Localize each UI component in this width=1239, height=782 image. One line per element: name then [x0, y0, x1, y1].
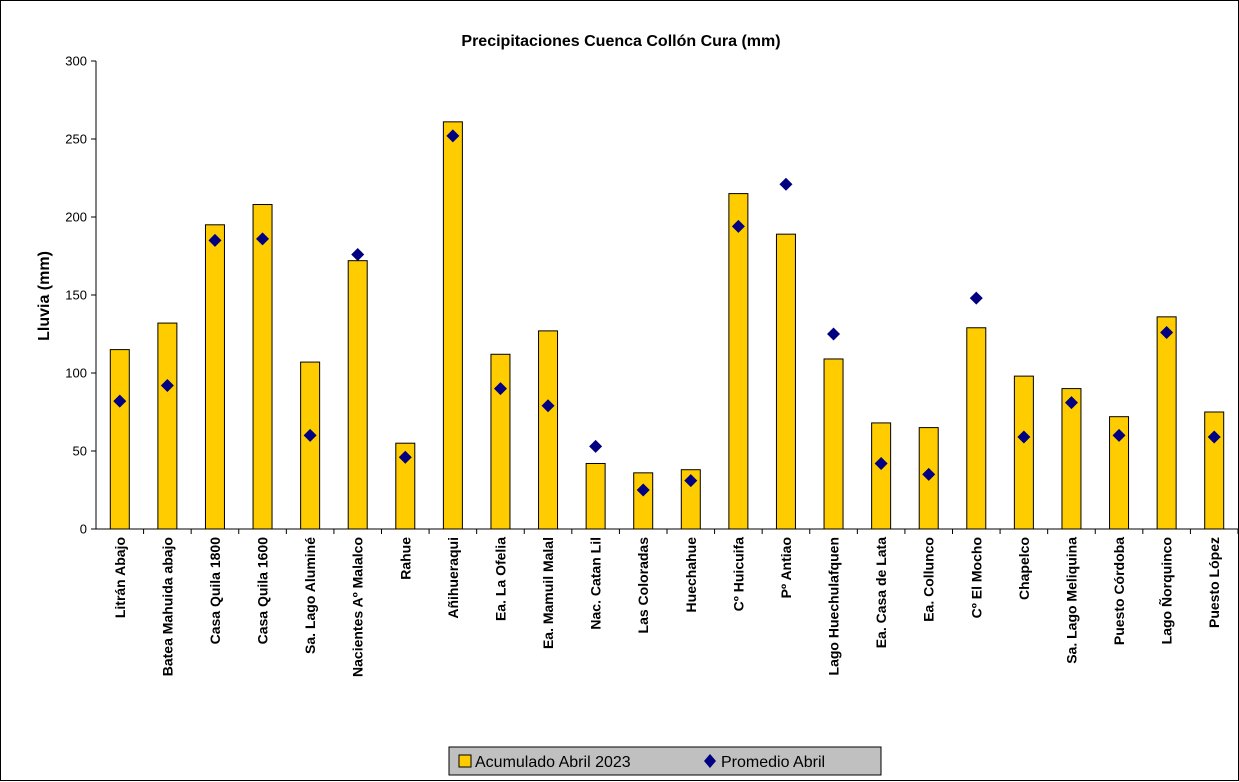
- markers-group: [113, 129, 1221, 497]
- y-tick-label-1: 50: [73, 444, 87, 459]
- x-tick-label-22: Lago Ñorquinco: [1158, 537, 1175, 644]
- marker-14: [779, 177, 793, 191]
- marker-8: [493, 382, 507, 396]
- x-tick-label-11: Las Coloradas: [635, 537, 651, 634]
- x-tick-label-2: Casa Quila 1800: [207, 537, 223, 645]
- x-tick-label-6: Rahue: [397, 537, 413, 580]
- y-tick-label-6: 300: [65, 54, 87, 69]
- marker-20: [1064, 396, 1078, 410]
- bar-0: [109, 349, 130, 530]
- x-tick-label-18: Cº El Mocho: [968, 537, 984, 618]
- bar-15: [823, 358, 844, 530]
- x-ticks-group: Litrán Abajo Batea Mahuida abajo Casa Quil…: [112, 537, 1222, 677]
- marker-5: [351, 247, 365, 261]
- bar-16: [871, 422, 892, 530]
- marker-0: [113, 394, 127, 408]
- y-tick-label-5: 250: [65, 132, 87, 147]
- bar-22: [1156, 316, 1177, 530]
- bar-11: [633, 472, 654, 530]
- x-tick-label-13: Cº Huicuifa: [730, 537, 746, 612]
- x-tick-label-4: Sa. Lago Aluminé: [302, 537, 318, 654]
- x-tick-label-12: Huechahue: [683, 537, 699, 613]
- bar-3: [252, 204, 273, 530]
- bar-7: [442, 121, 463, 530]
- bar-4: [300, 361, 321, 530]
- legend-bar-swatch: [458, 754, 472, 768]
- x-tick-label-8: Ea. La Ofelia: [492, 537, 508, 621]
- marker-1: [160, 378, 174, 392]
- x-tick-label-17: Ea. Collunco: [921, 537, 937, 622]
- marker-7: [446, 129, 460, 143]
- x-tick-label-1: Batea Mahuida abajo: [159, 537, 175, 676]
- bar-18: [966, 327, 987, 530]
- legend-diamond-label: Promedio Abril: [721, 754, 825, 771]
- marker-2: [208, 233, 222, 247]
- x-tick-label-16: Ea. Casa de Lata: [873, 537, 889, 648]
- marker-9: [541, 399, 555, 413]
- marker-19: [1017, 430, 1031, 444]
- bar-23: [1204, 411, 1225, 530]
- x-tick-label-20: Sa. Lago Meliquina: [1063, 537, 1079, 664]
- x-tick-label-10: Nac. Catan Lil: [588, 537, 604, 630]
- x-tick-label-7: Añihueraqui: [445, 537, 461, 619]
- marker-11: [636, 483, 650, 497]
- x-tick-label-19: Chapelco: [1016, 537, 1032, 600]
- bar-13: [728, 193, 749, 530]
- marker-22: [1160, 325, 1174, 339]
- x-tick-label-14: Pº Antiao: [778, 537, 794, 598]
- legend-bar-label: Acumulado Abril 2023: [475, 754, 631, 771]
- bar-14: [775, 233, 796, 530]
- marker-15: [827, 327, 841, 341]
- x-tick-label-23: Puesto López: [1206, 537, 1222, 628]
- x-tick-label-21: Puesto Córdoba: [1111, 537, 1127, 645]
- bar-9: [538, 330, 559, 530]
- y-ticks-group: 0 50 100 150 200 250 300: [65, 54, 87, 537]
- bar-5: [347, 260, 368, 530]
- marker-4: [303, 428, 317, 442]
- marker-12: [684, 474, 698, 488]
- bar-10: [585, 462, 606, 530]
- marker-6: [398, 450, 412, 464]
- marker-21: [1112, 428, 1126, 442]
- marker-13: [731, 219, 745, 233]
- axes-group: [91, 60, 1239, 534]
- y-tick-label-0: 0: [80, 522, 87, 537]
- legend-box: [448, 746, 882, 776]
- marker-17: [922, 467, 936, 481]
- y-tick-label-2: 100: [65, 366, 87, 381]
- bar-2: [204, 224, 225, 530]
- x-tick-label-9: Ea. Mamuil Malal: [540, 537, 556, 649]
- x-tick-label-3: Casa Quila 1600: [255, 537, 271, 645]
- bars-group: [109, 121, 1225, 530]
- marker-23: [1207, 430, 1221, 444]
- x-tick-label-5: Nacientes Aº Malalco: [350, 537, 366, 677]
- y-tick-label-3: 150: [65, 288, 87, 303]
- chart-title: Precipitaciones Cuenca Collón Cura (mm): [461, 33, 780, 50]
- x-tick-label-15: Lago Huechulafquen: [826, 537, 842, 675]
- legend-diamond-swatch: [704, 754, 716, 768]
- bar-1: [157, 322, 178, 530]
- marker-10: [589, 439, 603, 453]
- marker-16: [874, 456, 888, 470]
- y-tick-label-4: 200: [65, 210, 87, 225]
- bar-19: [1013, 375, 1034, 530]
- marker-18: [969, 291, 983, 305]
- marker-3: [256, 232, 270, 246]
- bar-8: [490, 353, 511, 530]
- bar-20: [1061, 388, 1082, 530]
- legend: Acumulado Abril 2023 Promedio Abril: [448, 746, 882, 776]
- x-tick-label-0: Litrán Abajo: [112, 537, 128, 618]
- y-axis-label: Lluvia (mm): [36, 251, 53, 341]
